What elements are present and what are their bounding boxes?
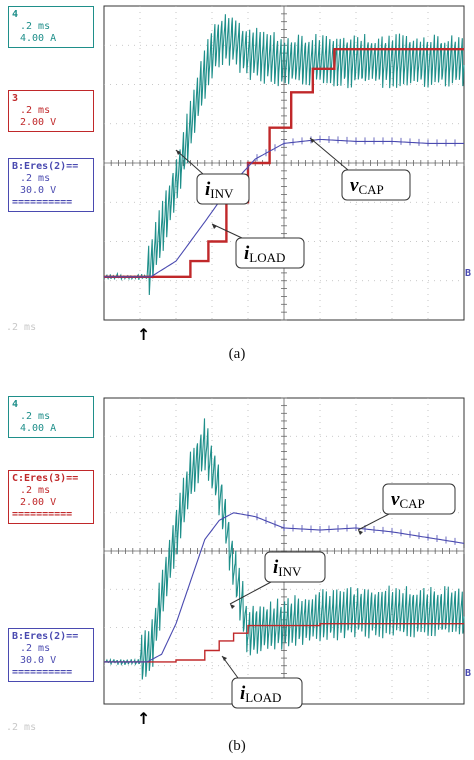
label-arrow (357, 513, 390, 531)
label-arrow (229, 581, 272, 605)
channel-3-info: 3 .2 ms 2.00 V (8, 90, 94, 132)
label-load-subscript: LOAD (249, 250, 285, 265)
channel-b-timediv: .2 ms (20, 173, 51, 184)
channel-4-scale: 4.00 A (20, 423, 57, 434)
label-cap-subscript: CAP (358, 182, 383, 197)
channel-b-info: B:Eres(2)== .2 ms 30.0 V ========== (8, 158, 94, 212)
channel-c-header: C:Eres(3)== (12, 473, 79, 484)
channel-4-info: 4 .2 ms 4.00 A (8, 6, 94, 48)
channel-c-timediv: .2 ms (20, 485, 51, 496)
timebase-label: .2 ms (6, 322, 37, 333)
channel-3-scale: 2.00 V (20, 117, 57, 128)
right-channel-marker: B (465, 268, 471, 279)
label-box-cap (341, 169, 411, 201)
channel-b-header: B:Eres(2)== (12, 631, 79, 642)
label-load-subscript: LOAD (245, 690, 281, 705)
label-arrowhead (230, 604, 235, 609)
channel-4-timediv: .2 ms (20, 411, 51, 422)
caption-a: (a) (228, 346, 246, 362)
channel-b-info: B:Eres(2)== .2 ms 30.0 V ========== (8, 628, 94, 682)
channel-4-header: 4 (12, 399, 19, 410)
trace-i-load (104, 623, 464, 663)
channel-b-header: B:Eres(2)== (12, 161, 79, 172)
right-channel-marker: B (465, 668, 471, 679)
timebase-label: .2 ms (6, 722, 37, 733)
label-inv-subscript: INV (210, 186, 234, 201)
label-box-inv (196, 173, 250, 205)
panel-b: 4 .2 ms 4.00 A C:Eres(3)== .2 ms 2.00 V … (0, 380, 474, 760)
channel-c-footer: ========== (12, 509, 73, 520)
trigger-arrow: ↑ (137, 325, 150, 344)
label-cap-subscript: CAP (399, 496, 424, 511)
trace-i-inv (103, 418, 465, 680)
label-arrowhead (310, 138, 315, 143)
label-arrowhead (212, 224, 217, 229)
channel-c-scale: 2.00 V (20, 497, 57, 508)
channel-4-scale: 4.00 A (20, 33, 57, 44)
label-box-inv (264, 551, 326, 583)
channel-b-scale: 30.0 V (20, 655, 57, 666)
channel-3-timediv: .2 ms (20, 105, 51, 116)
trace-i-inv (103, 14, 465, 296)
channel-3-header: 3 (12, 93, 19, 104)
label-arrow (175, 149, 204, 175)
channel-b-scale: 30.0 V (20, 185, 57, 196)
label-box-cap (382, 483, 456, 515)
label-inv-subscript: INV (278, 564, 302, 579)
label-arrowhead (222, 656, 227, 661)
label-arrowhead (358, 530, 363, 535)
channel-b-footer: ========== (12, 197, 73, 208)
label-box-load (231, 677, 303, 709)
channel-4-timediv: .2 ms (20, 21, 51, 32)
channel-b-footer: ========== (12, 667, 73, 678)
panel-a: 4 .2 ms 4.00 A 3 .2 ms 2.00 V B:Eres(2)=… (6, 6, 246, 362)
label-arrowhead (176, 150, 181, 155)
channel-4-info: 4 .2 ms 4.00 A (8, 396, 94, 438)
channel-c-info: C:Eres(3)== .2 ms 2.00 V ========== (8, 470, 94, 524)
label-box-load (235, 237, 305, 269)
trigger-arrow: ↑ (137, 709, 150, 728)
channel-4-header: 4 (12, 9, 19, 20)
label-arrow (211, 223, 243, 239)
channel-b-timediv: .2 ms (20, 643, 51, 654)
caption-b: (b) (228, 738, 246, 754)
label-arrow (309, 137, 349, 171)
